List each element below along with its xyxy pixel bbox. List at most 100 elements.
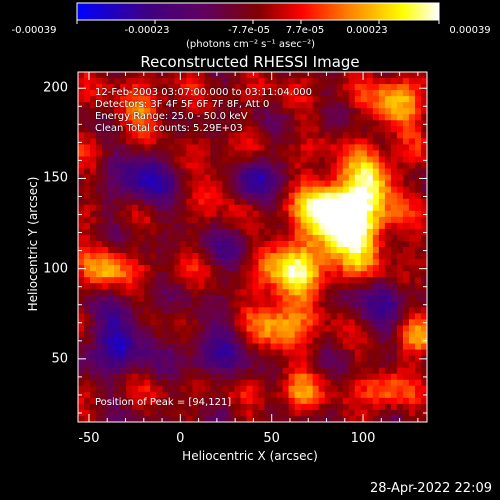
heatmap-cell — [210, 289, 217, 296]
heatmap-cell — [318, 78, 326, 85]
heatmap-cell — [318, 102, 326, 109]
heatmap-cell — [120, 397, 127, 405]
heatmap-cell — [288, 331, 296, 338]
heatmap-cell — [366, 126, 374, 133]
heatmap-cell — [162, 385, 169, 393]
heatmap-cell — [336, 391, 344, 399]
heatmap-cell — [354, 367, 362, 375]
heatmap-cell — [114, 210, 121, 218]
heatmap-cell — [210, 367, 217, 375]
heatmap-cell — [114, 234, 121, 242]
heatmap-cell — [132, 301, 139, 308]
heatmap-cell — [408, 90, 416, 97]
heatmap-cell — [90, 210, 97, 218]
heatmap-cell — [156, 337, 163, 344]
heatmap-cell — [96, 138, 103, 145]
heatmap-cell — [186, 397, 193, 405]
heatmap-cell — [330, 228, 338, 236]
heatmap-cell — [150, 210, 157, 218]
heatmap-cell — [324, 102, 332, 109]
heatmap-cell — [264, 240, 271, 248]
heatmap-cell — [288, 174, 296, 182]
heatmap-cell — [78, 403, 85, 411]
heatmap-cell — [396, 271, 404, 278]
heatmap-cell — [96, 186, 103, 194]
heatmap-cell — [300, 379, 308, 387]
heatmap-cell — [150, 289, 157, 296]
heatmap-cell — [282, 247, 290, 254]
heatmap-cell — [414, 180, 422, 188]
heatmap-cell — [102, 102, 109, 109]
heatmap-cell — [324, 409, 332, 417]
heatmap-cell — [366, 415, 374, 423]
heatmap-cell — [108, 271, 115, 278]
heatmap-cell — [360, 144, 368, 151]
heatmap-cell — [114, 120, 121, 127]
heatmap-cell — [162, 132, 169, 139]
heatmap-cell — [282, 78, 290, 85]
heatmap-cell — [348, 102, 356, 109]
heatmap-cell — [90, 144, 97, 151]
heatmap-cell — [228, 277, 235, 284]
heatmap-cell — [216, 198, 223, 206]
heatmap-cell — [168, 174, 175, 182]
heatmap-cell — [192, 162, 199, 169]
heatmap-cell — [390, 301, 398, 308]
heatmap-cell — [126, 90, 133, 97]
heatmap-cell — [246, 331, 253, 338]
heatmap-cell — [228, 391, 235, 399]
heatmap-cell — [360, 247, 368, 254]
heatmap-cell — [174, 156, 181, 163]
heatmap-cell — [246, 234, 253, 242]
heatmap-cell — [126, 78, 133, 85]
heatmap-cell — [342, 72, 350, 79]
heatmap-cell — [162, 168, 169, 175]
heatmap-cell — [360, 253, 368, 260]
heatmap-cell — [258, 313, 265, 320]
heatmap-cell — [132, 204, 139, 212]
heatmap-cell — [132, 361, 139, 369]
heatmap-cell — [414, 186, 422, 194]
heatmap-cell — [288, 415, 296, 423]
heatmap-cell — [96, 78, 103, 85]
heatmap-cell — [402, 174, 410, 182]
heatmap-cell — [186, 72, 193, 79]
heatmap-cell — [216, 132, 223, 139]
heatmap-cell — [240, 186, 247, 194]
heatmap-cell — [408, 247, 416, 254]
heatmap-cell — [174, 415, 181, 423]
heatmap-cell — [318, 180, 326, 188]
heatmap-cell — [324, 78, 332, 85]
heatmap-cell — [282, 253, 290, 260]
heatmap-cell — [216, 397, 223, 405]
heatmap-cell — [396, 78, 404, 85]
heatmap-cell — [342, 295, 350, 302]
heatmap-cell — [360, 222, 368, 230]
heatmap-cell — [198, 355, 205, 363]
heatmap-cell — [300, 150, 308, 157]
heatmap-cell — [222, 289, 229, 296]
heatmap-cell — [318, 120, 326, 127]
heatmap-cell — [258, 295, 265, 302]
heatmap-cell — [180, 373, 187, 381]
heatmap-cell — [174, 192, 181, 200]
heatmap-cell — [282, 240, 290, 248]
heatmap-cell — [174, 222, 181, 230]
heatmap-cell — [402, 265, 410, 272]
heatmap-cell — [360, 415, 368, 423]
heatmap-cell — [384, 72, 392, 79]
heatmap-cell — [300, 156, 308, 163]
heatmap-cell — [342, 228, 350, 236]
heatmap-cell — [210, 325, 217, 332]
heatmap-cell — [132, 192, 139, 200]
heatmap-cell — [198, 301, 205, 308]
heatmap-cell — [252, 295, 259, 302]
heatmap-cell — [342, 283, 350, 290]
heatmap-cell — [108, 331, 115, 338]
heatmap-cell — [402, 132, 410, 139]
heatmap-cell — [240, 283, 247, 290]
heatmap-cell — [372, 409, 380, 417]
heatmap-cell — [228, 385, 235, 393]
heatmap-cell — [318, 361, 326, 369]
heatmap-cell — [144, 301, 151, 308]
